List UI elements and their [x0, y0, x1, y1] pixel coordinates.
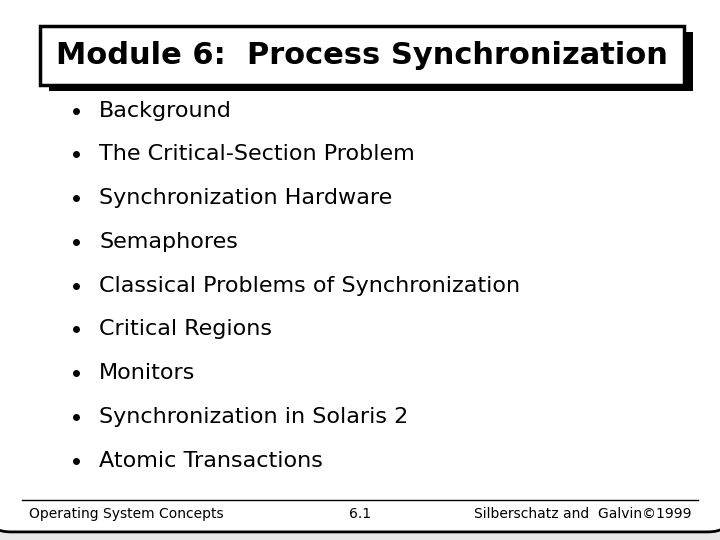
Text: The Critical-Section Problem: The Critical-Section Problem [99, 144, 415, 165]
Text: Background: Background [99, 100, 233, 121]
FancyBboxPatch shape [40, 26, 684, 85]
Text: Module 6:  Process Synchronization: Module 6: Process Synchronization [55, 40, 667, 70]
Text: 6.1: 6.1 [349, 507, 371, 521]
Text: Operating System Concepts: Operating System Concepts [29, 507, 223, 521]
FancyBboxPatch shape [49, 32, 693, 91]
Text: Synchronization in Solaris 2: Synchronization in Solaris 2 [99, 407, 409, 427]
Text: Classical Problems of Synchronization: Classical Problems of Synchronization [99, 275, 521, 296]
Text: Semaphores: Semaphores [99, 232, 238, 252]
Text: Atomic Transactions: Atomic Transactions [99, 450, 323, 471]
Text: Monitors: Monitors [99, 363, 196, 383]
Text: Silberschatz and  Galvin©1999: Silberschatz and Galvin©1999 [474, 507, 691, 521]
Text: Synchronization Hardware: Synchronization Hardware [99, 188, 392, 208]
Text: Critical Regions: Critical Regions [99, 319, 272, 340]
